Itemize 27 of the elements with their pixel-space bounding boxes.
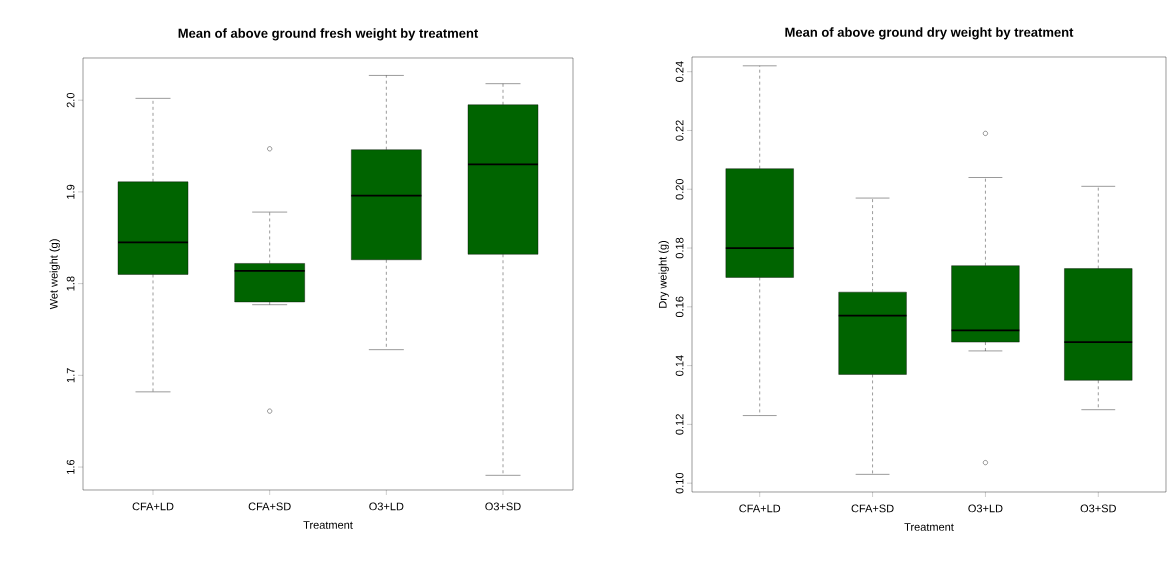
y-tick-label: 1.6	[66, 459, 75, 474]
x-axis-title: Treatment	[303, 521, 353, 529]
x-tick-label: O3+SD	[485, 502, 521, 511]
x-tick-label: CFA+SD	[851, 504, 894, 513]
x-tick-label: O3+LD	[968, 504, 1003, 513]
y-tick-label: 1.8	[66, 276, 75, 291]
y-tick-label: 0.18	[675, 237, 684, 259]
y-tick-label: 2.0	[66, 92, 75, 108]
y-tick-label: 0.12	[675, 414, 684, 435]
y-tick-label: 0.16	[675, 296, 684, 318]
x-tick-label: CFA+LD	[739, 504, 781, 513]
y-tick-label: 1.7	[66, 368, 75, 383]
y-axis-title: Wet weight (g)	[49, 239, 60, 310]
y-tick-label: 0.20	[675, 178, 684, 200]
chart-title: Mean of above ground dry weight by treatment	[785, 27, 1074, 40]
y-tick-label: 0.24	[675, 61, 684, 82]
chart-title: Mean of above ground fresh weight by treatment	[178, 28, 479, 41]
x-tick-label: CFA+SD	[248, 502, 291, 511]
x-tick-label: O3+LD	[369, 502, 404, 511]
x-tick-label: CFA+LD	[132, 502, 174, 511]
y-tick-label: 0.14	[675, 355, 684, 376]
y-axis-title: Dry weight (g)	[658, 240, 669, 308]
x-tick-label: O3+SD	[1080, 504, 1116, 513]
x-axis-title: Treatment	[904, 523, 954, 531]
y-tick-label: 0.10	[675, 472, 684, 494]
y-tick-label: 1.9	[66, 184, 75, 199]
y-tick-label: 0.22	[675, 120, 684, 141]
